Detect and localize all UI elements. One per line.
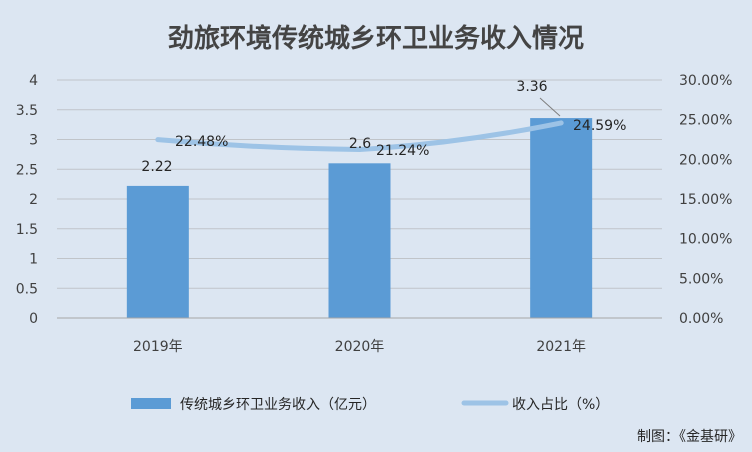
y-left-tick-label: 4 — [29, 73, 38, 89]
data-labels: 2.22 2.6 3.36 22.48% 21.24% 24.59% — [141, 79, 626, 175]
line-value-label: 21.24% — [376, 143, 429, 159]
bar — [126, 185, 189, 318]
bar-series — [126, 118, 593, 318]
bar-value-label: 3.36 — [516, 79, 547, 95]
line-point — [560, 122, 562, 124]
y-left-tick-label: 3.5 — [16, 103, 38, 119]
line-value-label: 22.48% — [175, 134, 228, 150]
legend-bar-swatch — [131, 398, 171, 409]
y-right-tick-label: 30.00% — [679, 73, 732, 89]
y-right-tick-label: 25.00% — [679, 113, 732, 129]
x-tick-label: 2020年 — [335, 339, 385, 355]
y-left-tick-label: 1 — [29, 252, 38, 268]
y-right-tick-label: 5.00% — [679, 271, 723, 287]
line-point — [157, 139, 159, 141]
bar-value-label: 2.22 — [141, 159, 172, 175]
line-series — [155, 120, 564, 152]
y-right-tick-label: 20.00% — [679, 152, 732, 168]
leader-line — [539, 97, 561, 117]
legend-bar-label: 传统城乡环卫业务收入（亿元） — [180, 397, 376, 413]
x-tick-label: 2019年 — [133, 339, 183, 355]
source-credit: 制图：《金基研》 — [637, 428, 742, 445]
y-left-tick-label: 1.5 — [16, 222, 38, 238]
y-axis-left: 0 0.5 1 1.5 2 2.5 3 3.5 4 — [16, 73, 38, 327]
chart-title: 劲旅环境传统城乡环卫业务收入情况 — [168, 23, 584, 54]
legend: 传统城乡环卫业务收入（亿元） 收入占比（%） — [131, 397, 609, 413]
y-right-tick-label: 15.00% — [679, 192, 732, 208]
bar — [328, 163, 391, 318]
legend-line-label: 收入占比（%） — [512, 397, 609, 413]
y-left-tick-label: 0.5 — [16, 281, 38, 297]
y-axis-right: 0.00% 5.00% 10.00% 15.00% 20.00% 25.00% 30.00% — [679, 73, 732, 327]
y-right-tick-label: 10.00% — [679, 232, 732, 248]
line-value-label: 24.59% — [573, 118, 626, 134]
bar-value-label: 2.6 — [349, 136, 371, 152]
bar — [530, 118, 593, 318]
y-left-tick-label: 2 — [29, 192, 38, 208]
y-left-tick-label: 3 — [29, 133, 38, 149]
y-left-tick-label: 0 — [29, 311, 38, 327]
x-axis: 2019年 2020年 2021年 — [57, 317, 662, 355]
y-right-tick-label: 0.00% — [679, 311, 723, 327]
y-left-tick-label: 2.5 — [16, 162, 38, 178]
line-point — [359, 148, 360, 150]
x-tick-label: 2021年 — [536, 339, 586, 355]
